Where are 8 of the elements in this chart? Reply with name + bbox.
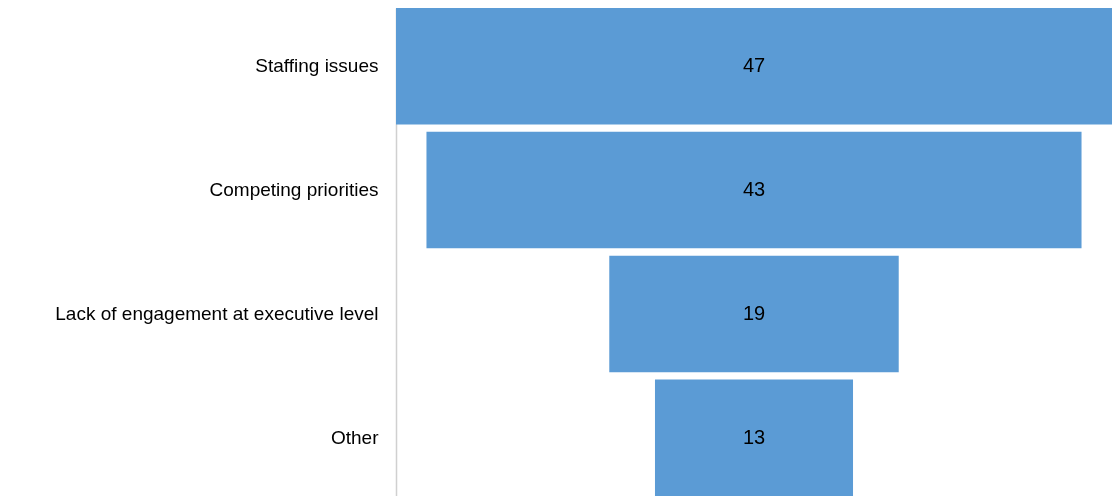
- data-label: 19: [742, 301, 766, 324]
- data-label: 13: [742, 425, 766, 448]
- category-label: Staffing issues: [255, 55, 379, 77]
- data-label: 43: [742, 178, 766, 201]
- category-label: Lack of engagement at executive level: [55, 302, 379, 324]
- category-label: Competing priorities: [209, 179, 379, 201]
- data-label: 47: [742, 54, 766, 77]
- category-label: Other: [330, 426, 380, 448]
